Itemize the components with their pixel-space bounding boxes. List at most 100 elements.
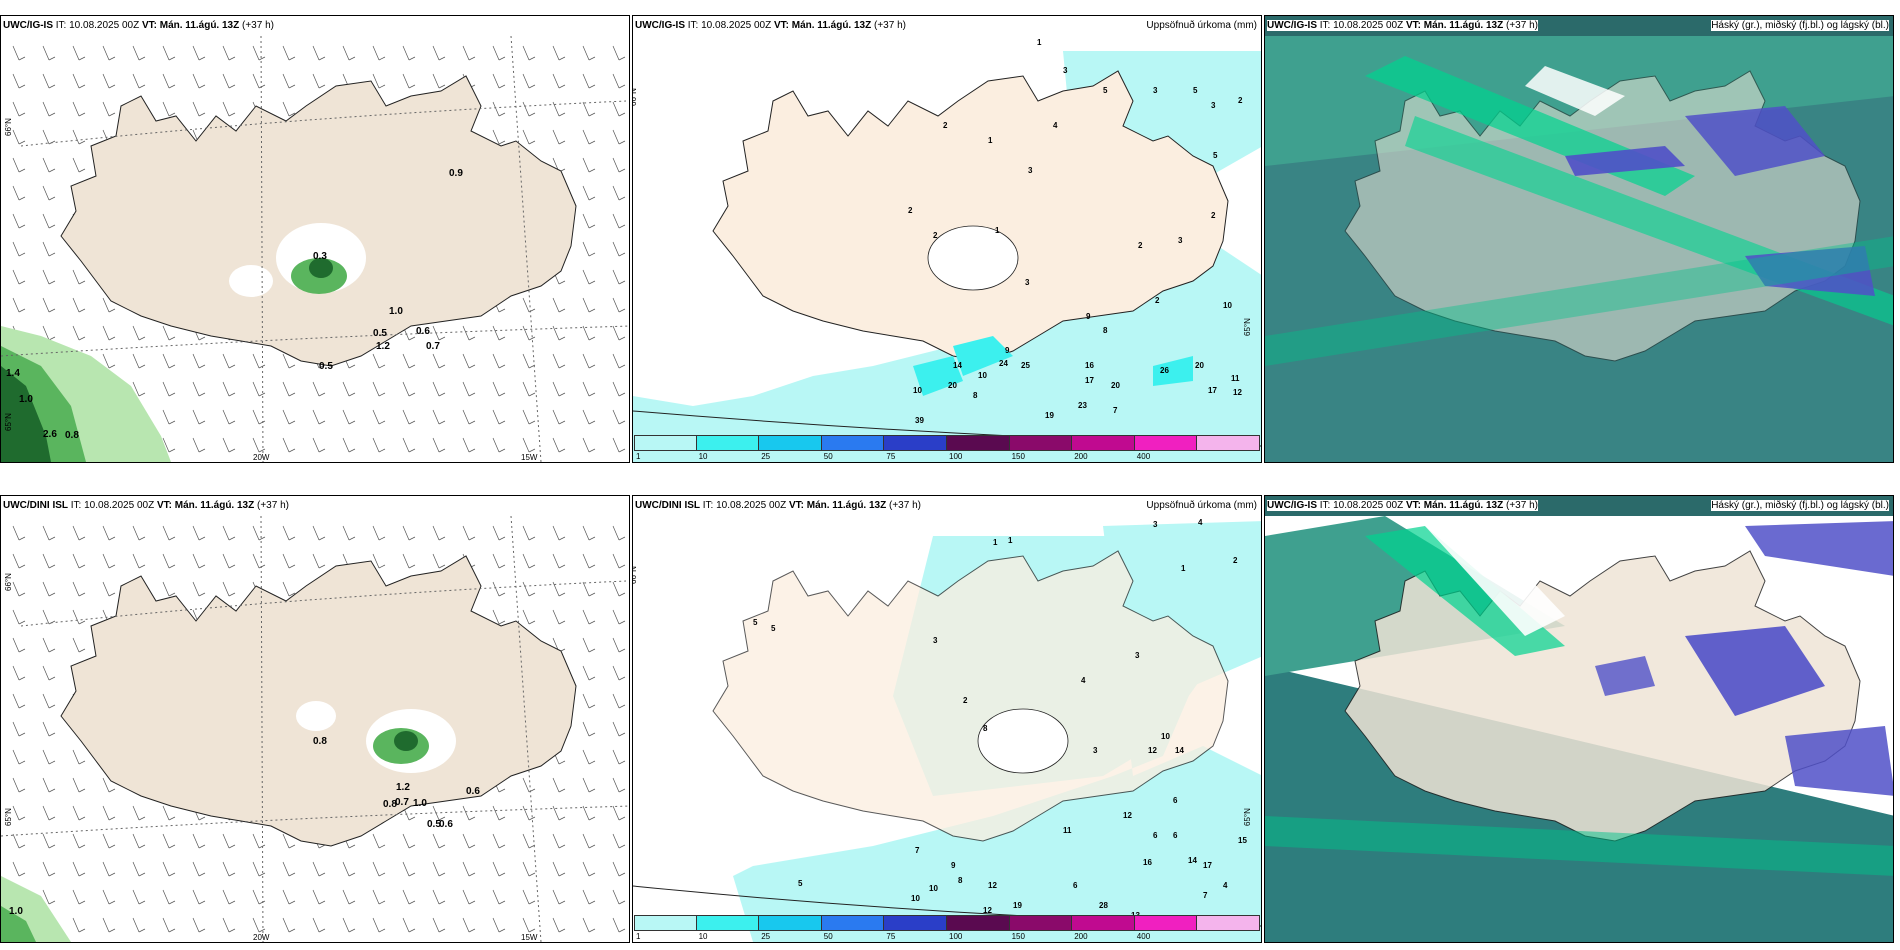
wind-barb [462,353,476,369]
wind-barb [12,721,26,737]
wind-barb [582,73,596,89]
wind-barb [162,861,176,877]
wind-barb [132,73,146,89]
wind-barb [12,749,26,765]
wind-barb [192,45,206,61]
wind-barb [222,353,236,369]
wind-barb [552,45,566,61]
wind-label: 0.8 [383,799,397,810]
wind-barb [612,833,626,849]
wind-barb [282,45,296,61]
wind-barb [12,525,26,541]
wind-barb [162,325,176,341]
colorbar-tick: 1 [636,452,641,461]
wind-barb [222,581,236,597]
precip-label: 2 [1233,556,1238,565]
precip-label: 5 [771,624,776,633]
wind-barb [342,45,356,61]
colorbar-frame [634,915,1260,931]
wind-barb [582,185,596,201]
wind-barb [162,409,176,425]
wind-barb [132,889,146,905]
wind-barb [72,525,86,541]
colorbar-swatch [821,435,885,451]
wind-barb [132,381,146,397]
colorbar-tick: 50 [823,452,833,461]
precip-label: 11 [1231,374,1240,383]
wind-barb [582,553,596,569]
wind-barb [12,185,26,201]
wind-barb [582,637,596,653]
wind-label: 0.8 [65,430,79,441]
wind-barb [282,889,296,905]
precip-label: 2 [933,231,938,240]
wind-barb [42,721,56,737]
precip-label: 8 [983,724,988,733]
precip-label: 10 [978,371,987,380]
precip-label: 3 [1178,236,1183,245]
wind-label: 1.2 [376,341,390,352]
wind-barb [162,101,176,117]
wind-barb [132,45,146,61]
panel-header: UWC/DINI ISL IT: 10.08.2025 00Z VT: Mán.… [3,500,289,511]
wind-barb [42,777,56,793]
precip-label: 9 [1086,312,1091,321]
precip-label: 7 [915,846,920,855]
precip-label: 3 [933,636,938,645]
panel-header: UWC/IG-IS IT: 10.08.2025 00Z VT: Mán. 11… [3,20,274,31]
wind-label: 0.6 [466,786,480,797]
wind-barb [432,381,446,397]
wind-barb [552,525,566,541]
colorbar-swatch [759,435,822,451]
wind-label: 0.6 [416,326,430,337]
wind-barb [222,889,236,905]
wind-barb [402,525,416,541]
wind-barb [102,325,116,341]
wind-barb [582,861,596,877]
wind-barb [432,889,446,905]
precip-label: 1 [988,136,993,145]
wind-barb [552,777,566,793]
wind-barb [612,525,626,541]
wind-barb [12,213,26,229]
precip-label: 6 [1073,881,1078,890]
wind-barb [162,553,176,569]
wind-barb [372,861,386,877]
colorbar-swatch [1072,915,1135,931]
wind-barb [72,609,86,625]
wind-barb [72,805,86,821]
wind-barb [192,861,206,877]
wind-label: 0.6 [439,819,453,830]
wind-barb [552,129,566,145]
wind-barb [432,553,446,569]
precip-label: 11 [1063,826,1072,835]
wind-barb [552,325,566,341]
precip-label: 2 [908,206,913,215]
panel-cloud-top: UWC/IG-IS IT: 10.08.2025 00Z VT: Mán. 11… [1264,15,1894,463]
precip-label: 5 [1213,151,1218,160]
wind-barb [222,861,236,877]
wind-barb [72,73,86,89]
wind-barb [42,553,56,569]
wind-barb [282,73,296,89]
wind-barb [492,805,506,821]
precip-label: 20 [1195,361,1204,370]
lon-label: 20W [253,453,270,462]
precip-label: 15 [1238,836,1247,845]
wind-barb [612,241,626,257]
wind-barb [192,101,206,117]
wind-barb [522,553,536,569]
wind-barb [12,45,26,61]
wind-barb [582,437,596,453]
wind-barb [522,129,536,145]
colorbar-swatch [696,915,760,931]
wind-barb [612,325,626,341]
wind-barb [582,45,596,61]
wind-barb [252,917,266,933]
wind-map [1,36,629,462]
wind-barb [72,269,86,285]
wind-barb [522,101,536,117]
lat-label: 66°N [632,566,638,584]
wind-barb [612,185,626,201]
wind-barb [612,609,626,625]
